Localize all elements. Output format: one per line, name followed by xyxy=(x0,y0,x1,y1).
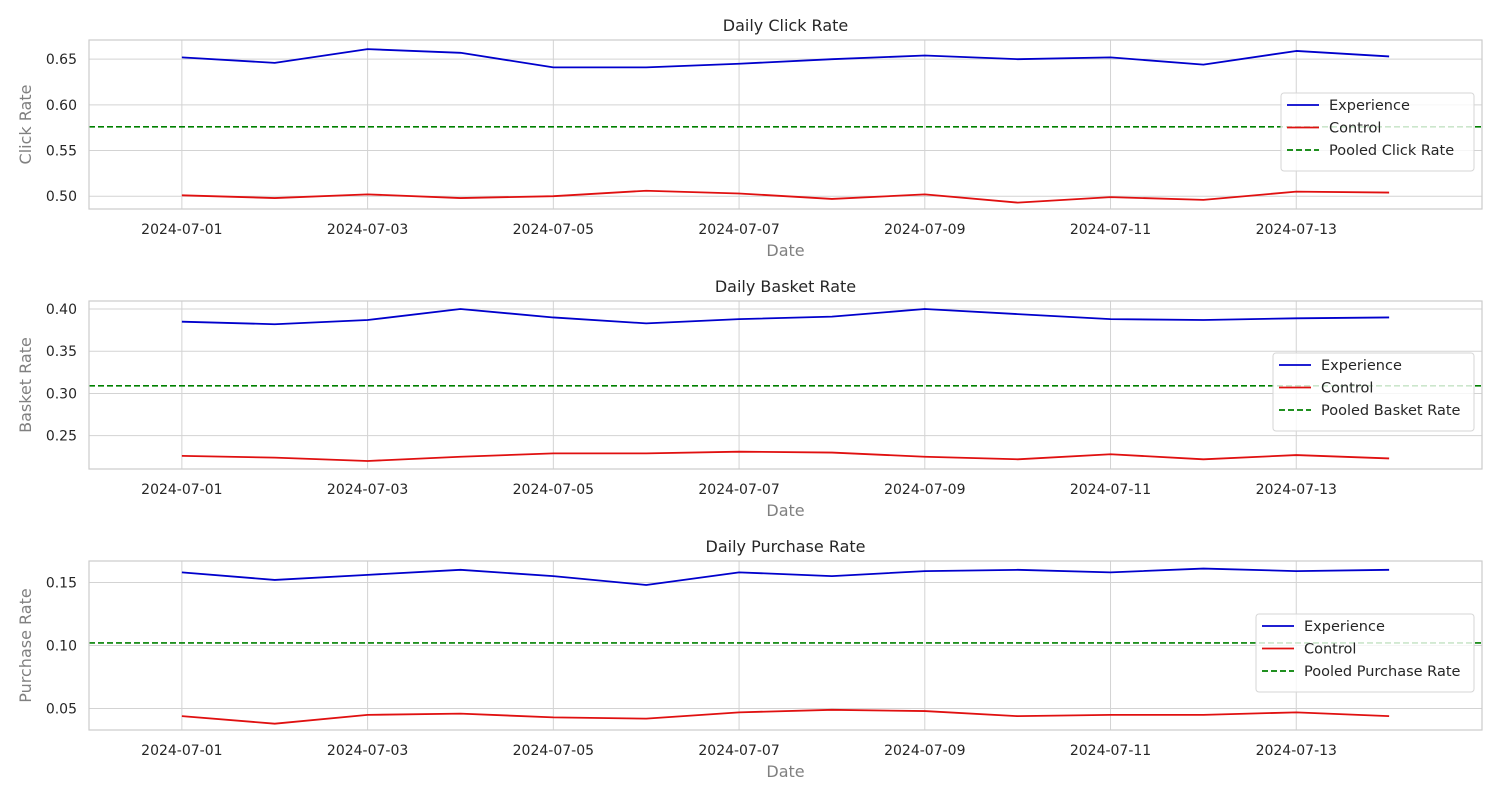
panel-1-x-tick-label-4: 2024-07-07 xyxy=(698,222,779,238)
panel-3-legend-label-2: Control xyxy=(1304,642,1356,658)
panel-3-y-axis-label: Purchase Rate xyxy=(16,588,35,702)
panel-1-series-control-line xyxy=(181,189,1390,204)
panel-3-x-tick-label-5: 2024-07-09 xyxy=(884,743,965,759)
panel-1-x-tick-label-6: 2024-07-11 xyxy=(1070,222,1151,238)
panel-2-y-tick-label-4: 0.40 xyxy=(46,302,77,318)
panel-2-x-tick-label-6: 2024-07-11 xyxy=(1070,482,1151,498)
panel-2-x-tick-label-7: 2024-07-13 xyxy=(1256,482,1337,498)
panel-3-y-tick-label-2: 0.10 xyxy=(46,639,77,655)
panel-2-x-tick-label-3: 2024-07-05 xyxy=(513,482,594,498)
panel-2-series-experience-line xyxy=(181,308,1390,326)
panel-1-x-tick-label-2: 2024-07-03 xyxy=(327,222,408,238)
panel-1-y-tick-label-1: 0.50 xyxy=(46,189,77,205)
panel-3-legend xyxy=(1255,613,1475,693)
panel-2-series-control-line xyxy=(181,450,1390,462)
panel-3-legend-label-1: Experience xyxy=(1304,619,1385,635)
panel-1-x-tick-label-1: 2024-07-01 xyxy=(141,222,222,238)
panel-1-y-tick-label-2: 0.55 xyxy=(46,144,77,160)
panel-3-x-tick-label-6: 2024-07-11 xyxy=(1070,743,1151,759)
panel-1-legend xyxy=(1280,92,1475,172)
panel-1-axes-frame xyxy=(88,39,1483,210)
panel-2-x-axis-label: Date xyxy=(766,501,804,520)
panel-3-series-experience-line xyxy=(181,567,1390,586)
panel-1-x-tick-label-7: 2024-07-13 xyxy=(1256,222,1337,238)
panel-3-y-tick-label-3: 0.15 xyxy=(46,575,77,591)
panel-1-y-axis-label: Click Rate xyxy=(16,85,35,165)
panel-3-x-axis-label: Date xyxy=(766,762,804,781)
panel-2-legend-label-3: Pooled Basket Rate xyxy=(1321,403,1461,419)
panel-2-x-tick-label-1: 2024-07-01 xyxy=(141,482,222,498)
panel-2-y-axis-label: Basket Rate xyxy=(16,337,35,433)
panel-3-x-tick-label-1: 2024-07-01 xyxy=(141,743,222,759)
panel-2-y-tick-label-3: 0.35 xyxy=(46,344,77,360)
panel-2-axes-frame xyxy=(88,300,1483,470)
panel-1-plot-area xyxy=(89,40,1482,209)
panel-3-y-tick-label-1: 0.05 xyxy=(46,702,77,718)
panel-3-x-tick-label-3: 2024-07-05 xyxy=(513,743,594,759)
panel-3-series-control-line xyxy=(181,708,1390,725)
panel-2-x-tick-label-4: 2024-07-07 xyxy=(698,482,779,498)
panel-1-legend-label-1: Experience xyxy=(1329,98,1410,114)
panel-2-title: Daily Basket Rate xyxy=(715,277,856,296)
panel-3-legend-label-3: Pooled Purchase Rate xyxy=(1304,664,1461,680)
panel-1-x-tick-label-3: 2024-07-05 xyxy=(513,222,594,238)
panel-1-x-axis-label: Date xyxy=(766,241,804,260)
panel-1-series-experience-line xyxy=(181,48,1390,69)
panel-2-y-tick-label-2: 0.30 xyxy=(46,386,77,402)
panel-3-x-tick-label-4: 2024-07-07 xyxy=(698,743,779,759)
panel-2-x-tick-label-2: 2024-07-03 xyxy=(327,482,408,498)
panel-2-x-tick-label-5: 2024-07-09 xyxy=(884,482,965,498)
panel-1-y-tick-label-4: 0.65 xyxy=(46,52,77,68)
panel-3-axes-frame xyxy=(88,560,1483,731)
panel-1-title: Daily Click Rate xyxy=(723,16,848,35)
panel-1-legend-label-3: Pooled Click Rate xyxy=(1329,143,1454,159)
panel-3-title: Daily Purchase Rate xyxy=(706,537,866,556)
panel-2-y-tick-label-1: 0.25 xyxy=(46,429,77,445)
panel-2-legend-label-1: Experience xyxy=(1321,358,1402,374)
panel-1-x-tick-label-5: 2024-07-09 xyxy=(884,222,965,238)
panel-2-legend-label-2: Control xyxy=(1321,381,1373,397)
panel-3-x-tick-label-7: 2024-07-13 xyxy=(1256,743,1337,759)
panel-2-legend xyxy=(1272,352,1475,432)
panel-2-plot-area xyxy=(89,301,1482,469)
panel-1-y-tick-label-3: 0.60 xyxy=(46,98,77,114)
panel-3-x-tick-label-2: 2024-07-03 xyxy=(327,743,408,759)
panel-1-legend-label-2: Control xyxy=(1329,121,1381,137)
